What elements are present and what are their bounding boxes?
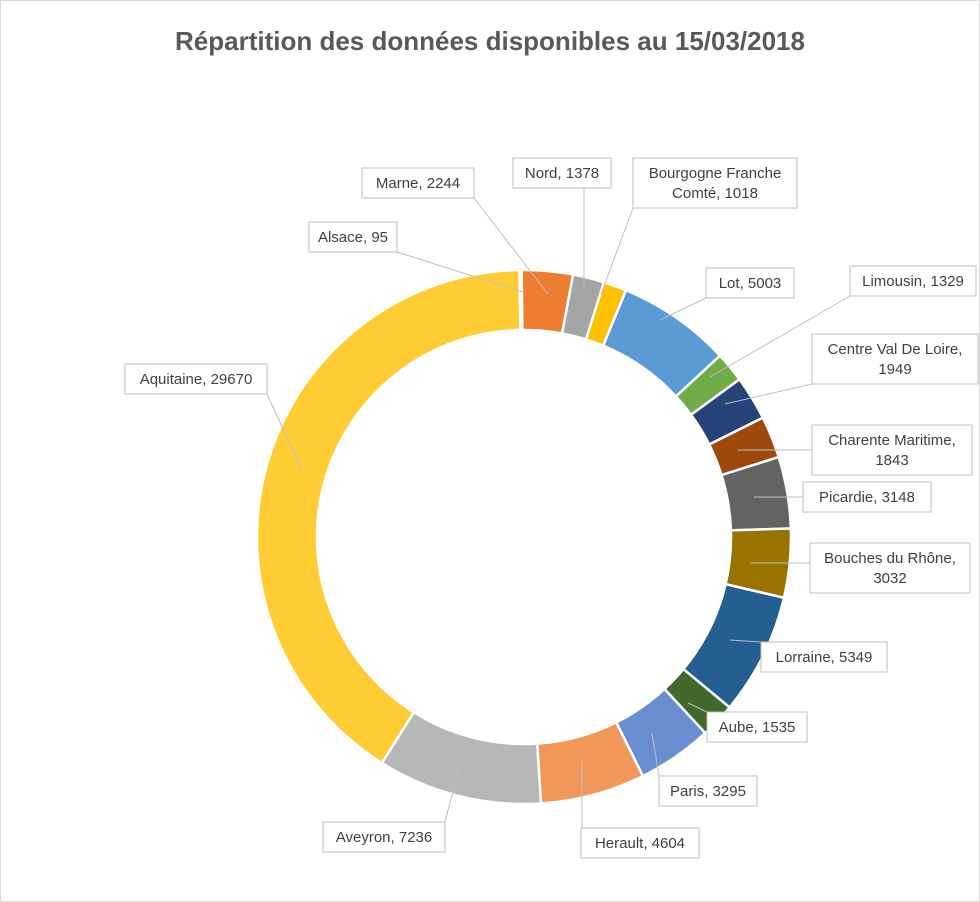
data-label-box: [706, 711, 808, 743]
data-label-box: [811, 333, 979, 385]
data-label-text: Lorraine, 5349: [776, 649, 873, 666]
data-label-text: Aquitaine, 29670: [140, 371, 253, 388]
data-label: Lot, 5003: [705, 267, 795, 299]
data-label-text: 1843: [875, 452, 908, 469]
leader-line: [724, 383, 813, 405]
data-label-text: Aube, 1535: [719, 719, 796, 736]
data-label-text: Aveyron, 7236: [336, 829, 432, 846]
leader-line: [396, 251, 524, 293]
data-label: Marne, 2244: [361, 167, 475, 199]
leader-line: [709, 295, 851, 378]
leader-line: [444, 764, 461, 823]
data-label-text: Nord, 1378: [525, 165, 599, 182]
data-label-box: [322, 821, 446, 853]
data-label-text: Lot, 5003: [719, 275, 782, 292]
leader-line: [687, 702, 708, 713]
data-label-box: [361, 167, 475, 199]
leader-line: [600, 207, 634, 295]
data-label: Centre Val De Loire, 1949: [811, 333, 979, 385]
data-label: Nord, 1378: [512, 157, 612, 189]
data-label-box: [658, 775, 758, 807]
data-label-text: 1949: [878, 361, 911, 378]
data-label-text: Bouches du Rhône,: [824, 550, 956, 567]
data-label: Limousin, 1329: [849, 265, 977, 297]
data-label: Picardie, 3148: [802, 481, 932, 513]
data-label-box: [760, 641, 888, 673]
data-label: Alsace, 95: [308, 221, 398, 253]
leader-line: [729, 639, 762, 643]
data-label-text: Centre Val De Loire,: [828, 341, 963, 358]
data-label: Aveyron, 7236: [322, 821, 446, 853]
doughnut-slices: [255, 268, 793, 806]
data-label-text: Alsace, 95: [318, 229, 388, 246]
data-label-box: [580, 827, 700, 859]
data-label-text: Comté, 1018: [672, 185, 758, 202]
slice-alsace: [518, 268, 524, 332]
data-label-box: [811, 424, 973, 476]
data-label-text: Paris, 3295: [670, 783, 746, 800]
data-label-box: [632, 157, 798, 209]
data-label-text: Marne, 2244: [376, 175, 460, 192]
slice-aquitaine: [255, 268, 522, 765]
data-label: Charente Maritime, 1843: [811, 424, 973, 476]
data-label-text: Herault, 4604: [595, 835, 685, 852]
leader-line: [651, 732, 660, 777]
data-label: Aquitaine, 29670: [124, 363, 268, 395]
chart-title: Répartition des données disponibles au 1…: [175, 26, 805, 56]
data-labels: Marne, 2244 Nord, 1378 Bourgogne Franche Co…: [124, 157, 979, 859]
data-label-box: [124, 363, 268, 395]
data-label-box: [809, 542, 971, 594]
data-label-text: Picardie, 3148: [819, 489, 915, 506]
leader-line: [659, 297, 707, 321]
leader-line: [473, 197, 549, 295]
data-label: Bouches du Rhône, 3032: [809, 542, 971, 594]
data-label: Herault, 4604: [580, 827, 700, 859]
data-label: Aube, 1535: [706, 711, 808, 743]
data-label-box: [849, 265, 977, 297]
data-label-box: [802, 481, 932, 513]
data-label: Paris, 3295: [658, 775, 758, 807]
data-label-text: Limousin, 1329: [862, 273, 964, 290]
data-label-box: [705, 267, 795, 299]
data-label: Bourgogne Franche Comté, 1018: [632, 157, 798, 209]
data-label-text: 3032: [873, 570, 906, 587]
data-label: Lorraine, 5349: [760, 641, 888, 673]
data-label-box: [308, 221, 398, 253]
data-label-text: Charente Maritime,: [828, 432, 956, 449]
leader-line: [266, 393, 302, 469]
label-leader-lines: [266, 188, 851, 828]
data-label-box: [512, 157, 612, 189]
data-label-text: Bourgogne Franche: [649, 165, 782, 182]
